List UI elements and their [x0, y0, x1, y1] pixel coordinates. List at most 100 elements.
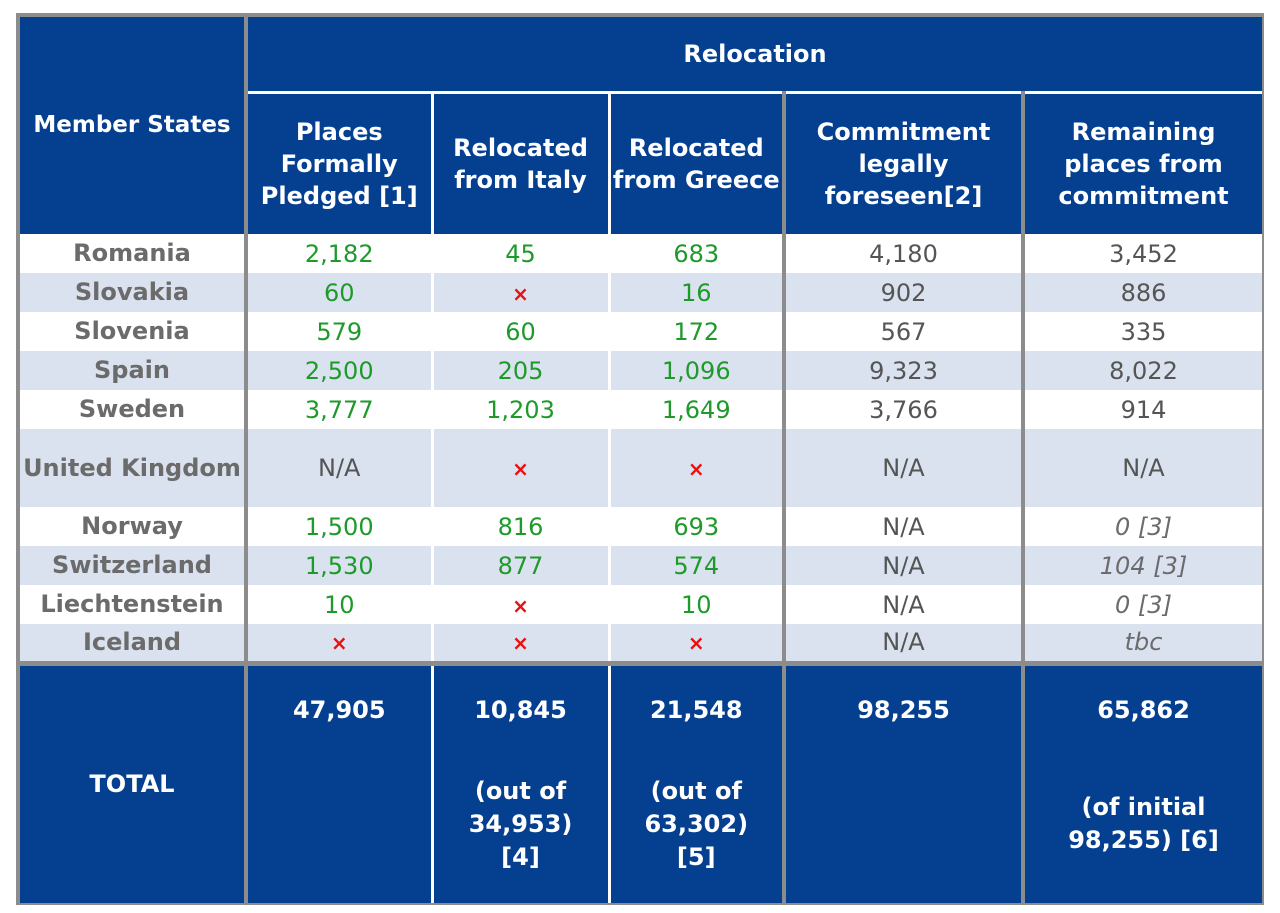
table-row: United Kingdom N/A × × N/A N/A — [20, 429, 1263, 507]
italy-cell: × — [430, 624, 609, 663]
table-row: Norway 1,500 816 693 N/A 0 [3] — [20, 507, 1263, 546]
state-cell: Spain — [20, 351, 248, 390]
total-remaining-value: 65,862 — [1097, 695, 1190, 724]
italy-cell: 45 — [430, 234, 609, 273]
remaining-cell: tbc — [1020, 624, 1263, 663]
total-remaining-note: (of initial — [1081, 792, 1206, 821]
greece-cell: × — [607, 624, 784, 663]
member-states-header: Member States — [20, 17, 248, 234]
commitment-cell: 3,766 — [782, 390, 1023, 429]
commitment-header: Commitment legally foreseen[2] — [782, 91, 1025, 234]
pledged-cell: 3,777 — [244, 390, 432, 429]
remaining-cell: 886 — [1020, 273, 1263, 312]
total-italy: 10,845 (out of 34,953) [4] — [430, 660, 609, 903]
total-pledged-value: 47,905 — [292, 695, 386, 724]
cross-icon: × — [512, 281, 529, 306]
greece-cell: 172 — [607, 312, 784, 351]
commitment-cell: N/A — [782, 507, 1023, 546]
commitment-cell: 9,323 — [782, 351, 1023, 390]
commitment-cell: N/A — [782, 585, 1023, 624]
commitment-cell: N/A — [782, 546, 1023, 585]
total-commitment: 98,255 — [782, 660, 1023, 903]
state-cell: Iceland — [20, 624, 248, 663]
greece-cell: 1,096 — [607, 351, 784, 390]
total-pledged: 47,905 — [244, 660, 432, 903]
cross-icon: × — [330, 631, 348, 656]
italy-cell: × — [430, 429, 609, 507]
greece-cell: 693 — [607, 507, 784, 546]
pledged-cell: 579 — [244, 312, 432, 351]
pledged-cell: 1,500 — [244, 507, 432, 546]
cross-icon: × — [512, 457, 529, 481]
table-row: Iceland × × × N/A tbc — [20, 624, 1263, 663]
state-cell: Romania — [20, 234, 248, 273]
total-label: TOTAL — [20, 660, 248, 903]
pledged-cell: 2,500 — [244, 351, 432, 390]
remaining-cell: 0 [3] — [1020, 507, 1263, 546]
total-row: TOTAL 47,905 10,845 (out of 34,953) [4] … — [20, 660, 1263, 903]
total-italy-note: 34,953) — [468, 809, 573, 838]
italy-cell: 877 — [430, 546, 609, 585]
cross-icon: × — [687, 631, 705, 656]
italy-cell: 1,203 — [430, 390, 609, 429]
italy-cell: × — [430, 585, 609, 624]
remaining-cell: 104 [3] — [1020, 546, 1263, 585]
remaining-cell: 914 — [1020, 390, 1263, 429]
remaining-header: Remaining places from commitment — [1020, 91, 1263, 234]
pledged-cell: 10 — [244, 585, 432, 624]
table-row: Slovenia 579 60 172 567 335 — [20, 312, 1263, 351]
pledged-cell: N/A — [244, 429, 432, 507]
commitment-cell: 902 — [782, 273, 1023, 312]
relocation-header: Relocation — [244, 17, 1263, 94]
italy-header: Relocated from Italy — [430, 91, 611, 234]
total-greece-value: 21,548 — [649, 695, 743, 724]
state-cell: Switzerland — [20, 546, 248, 585]
state-cell: Liechtenstein — [20, 585, 248, 624]
total-greece-note: 63,302) — [644, 809, 749, 838]
italy-cell: × — [430, 273, 609, 312]
remaining-cell: N/A — [1020, 429, 1263, 507]
greece-cell: 10 — [607, 585, 784, 624]
state-cell: Slovakia — [20, 273, 248, 312]
total-italy-note: (out of — [474, 776, 567, 805]
table-row: Slovakia 60 × 16 902 886 — [20, 273, 1263, 312]
italy-cell: 816 — [430, 507, 609, 546]
relocation-table: Member States Relocation Places Formally… — [20, 17, 1263, 903]
table-row: Switzerland 1,530 877 574 N/A 104 [3] — [20, 546, 1263, 585]
pledged-cell: 2,182 — [244, 234, 432, 273]
state-cell: Slovenia — [20, 312, 248, 351]
remaining-cell: 8,022 — [1020, 351, 1263, 390]
remaining-cell: 335 — [1020, 312, 1263, 351]
total-italy-note: [4] — [501, 842, 540, 871]
table-row: Romania 2,182 45 683 4,180 3,452 — [20, 234, 1263, 273]
commitment-cell: 4,180 — [782, 234, 1023, 273]
italy-cell: 205 — [430, 351, 609, 390]
total-commitment-value: 98,255 — [857, 695, 950, 724]
greece-header: Relocated from Greece — [607, 91, 786, 234]
pledged-cell: 60 — [244, 273, 432, 312]
pledged-header: Places Formally Pledged [1] — [244, 91, 434, 234]
total-italy-value: 10,845 — [474, 695, 567, 724]
total-greece-note: [5] — [676, 842, 716, 871]
commitment-cell: N/A — [782, 429, 1023, 507]
state-cell: United Kingdom — [20, 429, 248, 507]
greece-cell: 16 — [607, 273, 784, 312]
table-row: Spain 2,500 205 1,096 9,323 8,022 — [20, 351, 1263, 390]
cross-icon: × — [512, 631, 529, 656]
state-cell: Norway — [20, 507, 248, 546]
total-remaining-note: 98,255) [6] — [1068, 825, 1219, 854]
greece-cell: 574 — [607, 546, 784, 585]
state-cell: Sweden — [20, 390, 248, 429]
total-greece-note: (out of — [650, 776, 742, 805]
greece-cell: 1,649 — [607, 390, 784, 429]
pledged-cell: × — [244, 624, 432, 663]
commitment-cell: N/A — [782, 624, 1023, 663]
pledged-cell: 1,530 — [244, 546, 432, 585]
remaining-cell: 3,452 — [1020, 234, 1263, 273]
total-remaining: 65,862 (of initial 98,255) [6] — [1020, 660, 1263, 903]
cross-icon: × — [512, 593, 529, 618]
remaining-cell: 0 [3] — [1020, 585, 1263, 624]
table-row: Sweden 3,777 1,203 1,649 3,766 914 — [20, 390, 1263, 429]
greece-cell: 683 — [607, 234, 784, 273]
greece-cell: × — [607, 429, 784, 507]
